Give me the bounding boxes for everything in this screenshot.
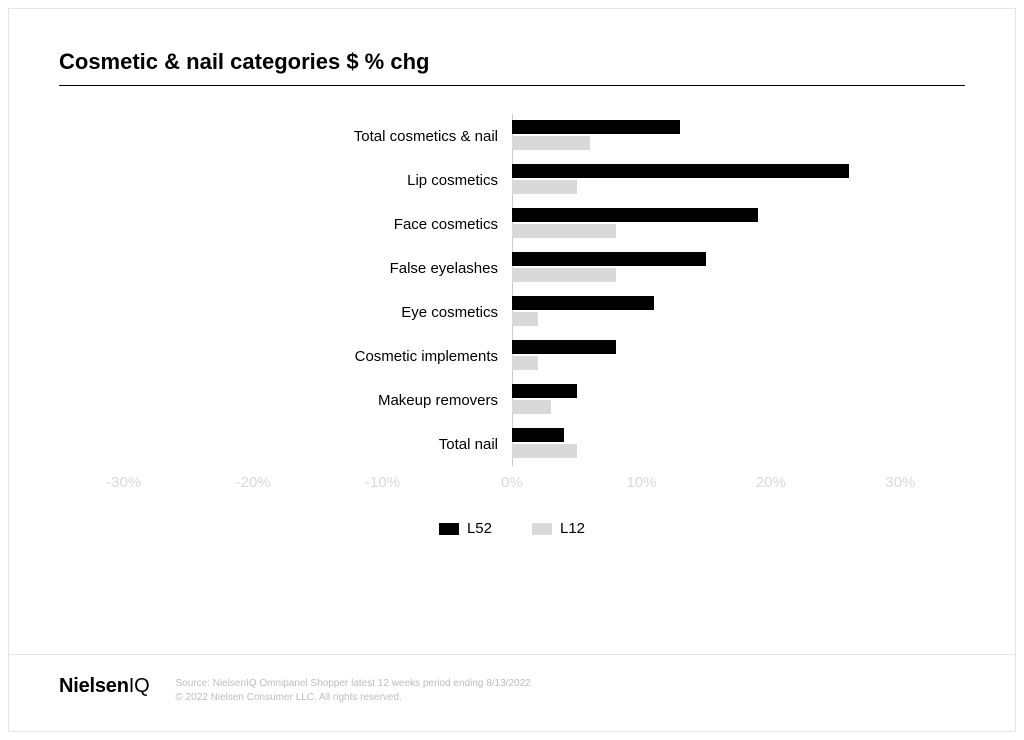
bar-l52 xyxy=(512,296,654,310)
bar-l52 xyxy=(512,428,564,442)
category-row: Eye cosmetics xyxy=(59,290,965,334)
bar-l12 xyxy=(512,312,538,326)
x-tick-label: 30% xyxy=(885,474,915,491)
x-axis: -30% -20% -10% 0% 10% 20% 30% xyxy=(59,470,965,500)
category-row: False eyelashes xyxy=(59,246,965,290)
category-row: Lip cosmetics xyxy=(59,158,965,202)
x-tick-label: 20% xyxy=(756,474,786,491)
bar-l12 xyxy=(512,136,590,150)
x-tick-label: -10% xyxy=(365,474,400,491)
category-row: Face cosmetics xyxy=(59,202,965,246)
source-line-2: © 2022 Nielsen Consumer LLC. All rights … xyxy=(175,691,530,705)
bar-l12 xyxy=(512,400,551,414)
legend: L52 L12 xyxy=(59,520,965,537)
bar-l52 xyxy=(512,384,577,398)
x-tick-label: 10% xyxy=(626,474,656,491)
bar-l12 xyxy=(512,180,577,194)
bar-group xyxy=(59,114,965,158)
legend-item-l12: L12 xyxy=(532,520,585,537)
bar-group xyxy=(59,158,965,202)
bar-l12 xyxy=(512,268,616,282)
category-row: Makeup removers xyxy=(59,378,965,422)
brand-main: Nielsen xyxy=(59,675,129,697)
footer: NielsenIQ Source: NielsenIQ Omnipanel Sh… xyxy=(9,654,1015,731)
brand-sub: IQ xyxy=(129,675,150,697)
legend-swatch-l12 xyxy=(532,523,552,535)
legend-swatch-l52 xyxy=(439,523,459,535)
bar-l52 xyxy=(512,252,706,266)
bar-l52 xyxy=(512,120,680,134)
bar-group xyxy=(59,334,965,378)
source-line-1: Source: NielsenIQ Omnipanel Shopper late… xyxy=(175,677,530,691)
bar-l12 xyxy=(512,356,538,370)
bar-group xyxy=(59,202,965,246)
bar-group xyxy=(59,378,965,422)
page-frame: Cosmetic & nail categories $ % chg Total… xyxy=(0,0,1024,740)
content-area: Cosmetic & nail categories $ % chg Total… xyxy=(9,9,1015,654)
legend-item-l52: L52 xyxy=(439,520,492,537)
x-tick-label: 0% xyxy=(501,474,523,491)
bar-group xyxy=(59,290,965,334)
bar-l12 xyxy=(512,224,616,238)
bar-group xyxy=(59,422,965,466)
chart-card: Cosmetic & nail categories $ % chg Total… xyxy=(8,8,1016,732)
brand-logo: NielsenIQ xyxy=(59,675,149,698)
bar-group xyxy=(59,246,965,290)
category-row: Cosmetic implements xyxy=(59,334,965,378)
chart-title: Cosmetic & nail categories $ % chg xyxy=(59,49,965,86)
source-text: Source: NielsenIQ Omnipanel Shopper late… xyxy=(175,677,530,705)
bar-l52 xyxy=(512,208,758,222)
category-row: Total cosmetics & nail xyxy=(59,114,965,158)
legend-label-l12: L12 xyxy=(560,520,585,537)
plot-region: Total cosmetics & nailLip cosmeticsFace … xyxy=(59,114,965,466)
x-tick-label: -20% xyxy=(236,474,271,491)
bar-l52 xyxy=(512,164,849,178)
legend-label-l52: L52 xyxy=(467,520,492,537)
chart-area: Total cosmetics & nailLip cosmeticsFace … xyxy=(59,114,965,537)
x-tick-label: -30% xyxy=(106,474,141,491)
bar-l12 xyxy=(512,444,577,458)
category-row: Total nail xyxy=(59,422,965,466)
bar-l52 xyxy=(512,340,616,354)
